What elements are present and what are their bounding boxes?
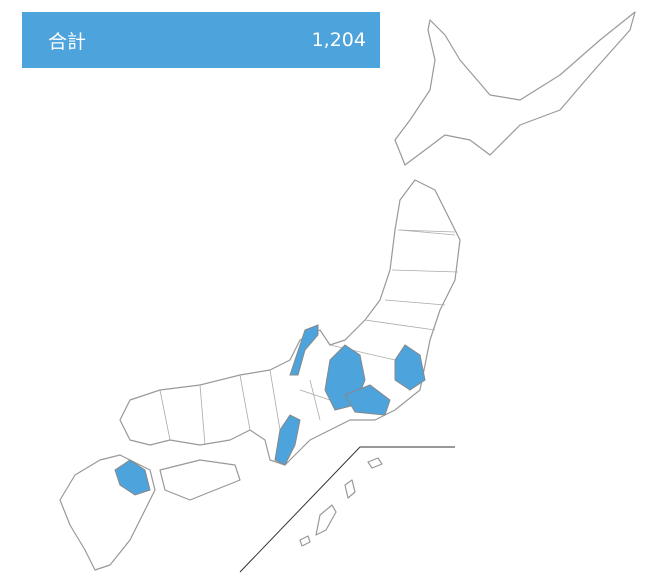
inset-divider — [239, 446, 455, 573]
total-banner: 合計 1,204 — [22, 12, 380, 68]
okinawa-islands — [367, 457, 383, 469]
okinawa-islands — [299, 535, 311, 547]
kumamoto — [114, 459, 151, 496]
prefecture-borders — [399, 229, 456, 236]
okinawa-islands — [344, 479, 356, 499]
mie — [274, 414, 301, 466]
shikoku — [159, 459, 241, 501]
ibaraki — [394, 344, 426, 391]
prefecture-borders — [159, 229, 459, 446]
hokkaido — [394, 11, 636, 166]
ishikawa — [289, 324, 319, 376]
okinawa — [315, 504, 337, 536]
yamanashi — [344, 384, 391, 416]
total-label: 合計 — [48, 30, 87, 53]
total-value: 1,204 — [311, 29, 366, 51]
